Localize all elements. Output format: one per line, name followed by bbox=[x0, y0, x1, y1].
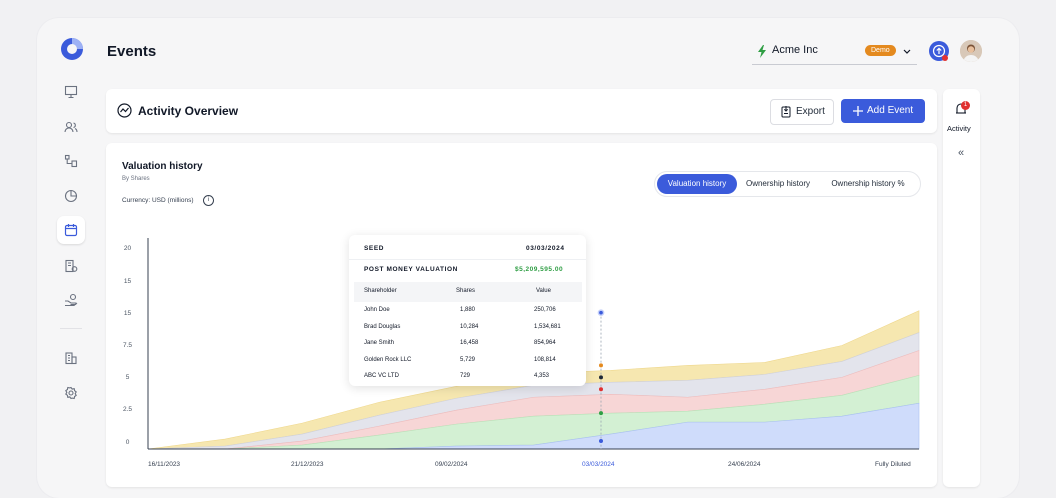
info-icon[interactable]: i bbox=[203, 195, 214, 206]
shareholder-value: 250,706 bbox=[534, 307, 556, 313]
app-logo[interactable] bbox=[60, 37, 84, 61]
y-tick-label: 15 bbox=[123, 310, 132, 317]
shareholder-shares: 729 bbox=[460, 373, 471, 379]
event-tooltip: SEED 03/03/2024 POST MONEY VALUATION $5,… bbox=[349, 235, 586, 386]
event-marker-point[interactable] bbox=[599, 375, 603, 380]
export-button[interactable]: Export bbox=[770, 99, 834, 125]
trend-icon bbox=[117, 103, 132, 118]
add-event-label: Add Event bbox=[867, 105, 914, 116]
y-tick-label: 20 bbox=[123, 245, 132, 252]
event-marker-point[interactable] bbox=[599, 411, 603, 416]
shareholder-value: 108,814 bbox=[534, 356, 556, 363]
activity-label[interactable]: Activity bbox=[947, 124, 971, 133]
page-title: Events bbox=[107, 43, 157, 60]
collapse-panel-icon[interactable]: « bbox=[958, 147, 965, 159]
calendar-icon[interactable] bbox=[57, 216, 85, 244]
notification-dot bbox=[942, 55, 948, 61]
plus-icon bbox=[853, 106, 863, 116]
company-selector[interactable]: Acme Inc Demo bbox=[752, 40, 917, 65]
y-tick-label: 0 bbox=[125, 439, 130, 446]
event-marker-point[interactable] bbox=[599, 439, 603, 444]
y-tick-label: 7.5 bbox=[122, 342, 133, 349]
shareholder-value: 1,534,681 bbox=[534, 323, 561, 330]
chevron-down-icon bbox=[903, 49, 911, 54]
chart-title: Valuation history bbox=[122, 161, 203, 172]
pie-chart-icon[interactable] bbox=[61, 186, 81, 206]
bolt-icon bbox=[758, 45, 766, 58]
documents-icon[interactable] bbox=[61, 256, 81, 276]
section-title: Activity Overview bbox=[138, 104, 239, 118]
x-tick-label: 16/11/2023 bbox=[148, 461, 181, 468]
col-shareholder: Shareholder bbox=[364, 288, 397, 294]
presentation-icon[interactable] bbox=[61, 82, 81, 102]
col-shares: Shares bbox=[456, 288, 476, 294]
post-money-label: POST MONEY VALUATION bbox=[364, 266, 458, 273]
activity-count-badge: 1 bbox=[961, 101, 970, 110]
x-tick-label: Fully Diluted bbox=[875, 461, 911, 468]
post-money-value: $5,209,595.00 bbox=[515, 266, 564, 273]
add-event-button[interactable]: Add Event bbox=[841, 99, 925, 123]
tooltip-date: 03/03/2024 bbox=[526, 245, 565, 252]
shareholder-name: Jane Smith bbox=[364, 340, 395, 346]
y-tick-label: 5 bbox=[125, 374, 130, 381]
tab-valuation-history[interactable]: Valuation history bbox=[657, 174, 737, 194]
shareholder-shares: 16,458 bbox=[460, 340, 479, 346]
avatar[interactable] bbox=[960, 40, 982, 62]
users-icon[interactable] bbox=[61, 117, 81, 137]
demo-badge: Demo bbox=[865, 45, 896, 56]
tab-ownership-history[interactable]: Ownership history bbox=[745, 179, 811, 188]
chart-subtitle: By Shares bbox=[122, 176, 150, 182]
settings-icon[interactable] bbox=[61, 383, 81, 403]
share-structure-icon[interactable] bbox=[61, 151, 81, 171]
shareholder-name: ABC VC LTD bbox=[364, 373, 399, 379]
y-tick-label: 15 bbox=[123, 278, 132, 285]
export-label: Export bbox=[796, 106, 825, 117]
shareholder-name: Golden Rock LLC bbox=[364, 356, 412, 363]
shareholder-value: 854,964 bbox=[534, 340, 556, 346]
x-tick-label: 24/06/2024 bbox=[728, 461, 761, 468]
export-icon bbox=[781, 106, 791, 118]
shareholder-shares: 10,284 bbox=[460, 323, 479, 330]
event-marker-point[interactable] bbox=[599, 363, 603, 368]
activity-panel bbox=[943, 89, 980, 487]
shareholder-value: 4,353 bbox=[534, 373, 550, 379]
tab-ownership-history-percent[interactable]: Ownership history % bbox=[831, 179, 905, 188]
building-icon[interactable] bbox=[61, 348, 81, 368]
tooltip-divider bbox=[349, 259, 586, 260]
event-marker-point[interactable] bbox=[597, 309, 605, 317]
x-tick-label-selected[interactable]: 03/03/2024 bbox=[582, 461, 615, 468]
tooltip-table-header bbox=[354, 282, 582, 302]
shareholder-name: John Doe bbox=[364, 307, 390, 313]
currency-label: Currency: USD (millions) bbox=[122, 197, 194, 204]
col-value: Value bbox=[536, 288, 551, 294]
event-marker-point[interactable] bbox=[599, 387, 603, 392]
shareholder-shares: 5,729 bbox=[460, 356, 476, 363]
upload-icon bbox=[932, 44, 946, 58]
tooltip-round: SEED bbox=[364, 245, 385, 252]
sidebar-divider bbox=[60, 328, 82, 329]
shareholder-name: Brad Douglas bbox=[364, 323, 401, 330]
x-tick-label: 21/12/2023 bbox=[291, 461, 324, 468]
handshake-icon[interactable] bbox=[61, 290, 81, 310]
x-tick-label: 09/02/2024 bbox=[435, 461, 468, 468]
y-tick-label: 2.5 bbox=[122, 406, 133, 413]
shareholder-shares: 1,880 bbox=[460, 307, 476, 313]
chart-tabs: Valuation history Ownership history Owne… bbox=[654, 171, 921, 197]
company-name: Acme Inc bbox=[772, 44, 818, 56]
